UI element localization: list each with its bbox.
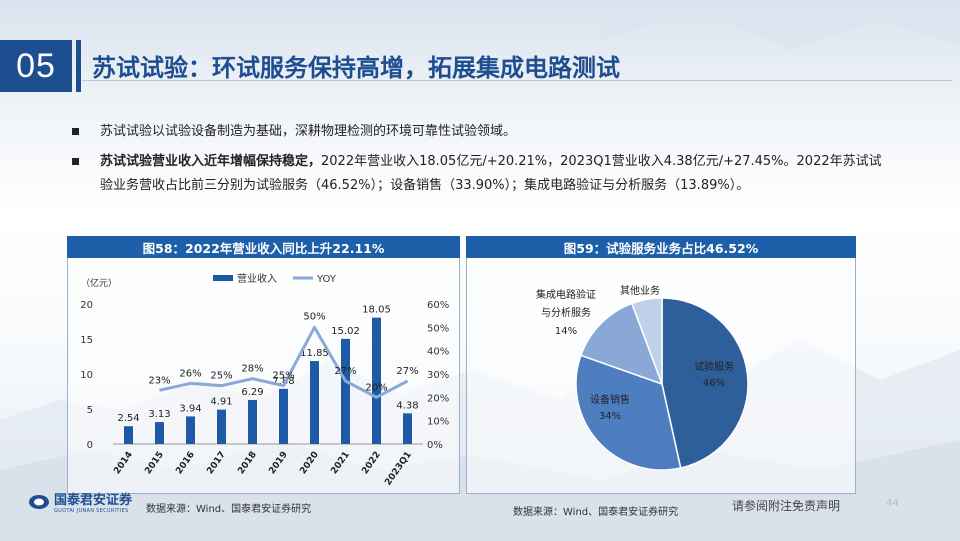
bar-data-label: 15.02 xyxy=(331,326,360,337)
revenue-bar xyxy=(217,409,226,444)
yoy-data-label: 25% xyxy=(272,371,294,382)
bar-data-label: 7.88 xyxy=(272,376,294,387)
y2-tick-label: 20% xyxy=(427,393,449,404)
bullet-text: 苏试试验以试验设备制造为基础，深耕物理检测的环境可靠性试验领域。 xyxy=(100,120,892,144)
pie-slice-pct: 34% xyxy=(599,411,621,422)
y2-tick-label: 60% xyxy=(427,300,449,311)
bar-data-label: 4.91 xyxy=(210,397,232,408)
pie-slice-label: 设备销售 xyxy=(590,393,630,406)
yoy-data-label: 25% xyxy=(210,371,232,382)
yoy-data-label: 27% xyxy=(396,366,418,377)
pie-slice-pct: 46% xyxy=(703,378,725,389)
revenue-bar xyxy=(186,416,195,444)
revenue-bar xyxy=(341,338,350,444)
pie-slice xyxy=(575,354,682,471)
y-tick-label: 10 xyxy=(80,370,93,381)
section-header: 05 苏试试验：环试服务保持高增，拓展集成电路测试 xyxy=(0,38,960,98)
y2-tick-label: 10% xyxy=(427,417,449,428)
yoy-data-label: 26% xyxy=(179,368,201,379)
pie-slice xyxy=(579,302,664,386)
y2-tick-label: 50% xyxy=(427,323,449,334)
x-tick-label: 2021 xyxy=(329,450,352,476)
legend-label: YOY xyxy=(316,274,337,285)
left-figure-source: 数据来源：Wind、国泰君安证券研究 xyxy=(146,504,312,515)
logo-text-cn: 国泰君安证券 xyxy=(54,493,133,508)
right-figure-source: 数据来源：Wind、国泰君安证券研究 xyxy=(513,507,679,518)
bullet-square-icon xyxy=(72,128,79,135)
revenue-bar xyxy=(124,426,133,444)
yoy-data-label: 20% xyxy=(365,382,387,393)
legend-bar-swatch xyxy=(213,275,233,281)
revenue-bar xyxy=(310,361,319,444)
pie-slice xyxy=(661,297,749,469)
y-tick-label: 0 xyxy=(87,440,93,451)
x-tick-label: 2016 xyxy=(174,450,197,476)
pie-slice-label: 试验服务 xyxy=(694,360,734,373)
right-figure-title: 图59：试验服务业务占比46.52% xyxy=(466,236,856,258)
legend-label: 营业收入 xyxy=(237,272,277,285)
logo-mark-icon xyxy=(29,494,49,509)
x-tick-label: 2018 xyxy=(236,450,259,476)
bullet-item: 苏试试验以试验设备制造为基础，深耕物理检测的环境可靠性试验领域。 xyxy=(72,120,892,144)
page-number: 44 xyxy=(886,498,899,509)
yoy-data-label: 28% xyxy=(241,364,263,375)
pie-slice xyxy=(630,297,663,385)
bullet-text-body: 2022年营业收入18.05亿元/+20.21%，2023Q1营业收入4.38亿… xyxy=(100,154,882,193)
bar-data-label: 18.05 xyxy=(362,305,391,316)
bullet-text-body: 苏试试验以试验设备制造为基础，深耕物理检测的环境可靠性试验领域。 xyxy=(100,124,517,139)
x-tick-label: 2019 xyxy=(267,450,290,476)
bullet-bold-lead: 苏试试验营业收入近年增幅保持稳定， xyxy=(100,154,322,169)
x-tick-label: 2014 xyxy=(112,450,135,476)
logo-text-en: GUOTAI JUNAN SECURITIES xyxy=(54,508,129,514)
yoy-data-label: 50% xyxy=(303,311,325,322)
y2-tick-label: 40% xyxy=(427,347,449,358)
page-title: 苏试试验：环试服务保持高增，拓展集成电路测试 xyxy=(92,54,620,82)
bar-data-label: 4.38 xyxy=(396,400,418,411)
y2-tick-label: 0% xyxy=(427,440,443,451)
bar-data-label: 2.54 xyxy=(117,413,139,424)
revenue-bar xyxy=(403,413,412,444)
x-tick-label: 2020 xyxy=(298,450,321,476)
bullet-square-icon xyxy=(72,158,79,165)
y-tick-label: 5 xyxy=(87,405,93,416)
pie-slice-pct: 14% xyxy=(555,326,577,337)
section-divider xyxy=(76,40,81,92)
x-tick-label: 2022 xyxy=(360,450,383,476)
revenue-bar xyxy=(372,317,381,444)
pie-slice-label: 集成电路验证 xyxy=(536,288,596,301)
yoy-line xyxy=(159,325,409,399)
yoy-data-label: 23% xyxy=(148,375,170,386)
pie-slice-label: 与分析服务 xyxy=(541,306,591,319)
section-number: 05 xyxy=(0,40,72,92)
bullet-text: 苏试试验营业收入近年增幅保持稳定，2022年营业收入18.05亿元/+20.21… xyxy=(100,150,892,198)
disclaimer-link[interactable]: 请参阅附注免责声明 xyxy=(732,499,841,513)
left-figure-title: 图58：2022年营业收入同比上升22.11% xyxy=(67,236,460,258)
left-figure-panel xyxy=(67,236,460,494)
bar-data-label: 11.85 xyxy=(300,348,329,359)
bar-data-label: 3.13 xyxy=(148,409,170,420)
y-tick-label: 20 xyxy=(80,300,93,311)
y-tick-label: 15 xyxy=(80,335,93,346)
x-tick-label: 2015 xyxy=(143,450,166,476)
y2-tick-label: 30% xyxy=(427,370,449,381)
x-tick-label: 2017 xyxy=(205,450,228,476)
y-unit-label: （亿元） xyxy=(81,277,117,289)
bar-data-label: 6.29 xyxy=(241,387,263,398)
yoy-data-label: 27% xyxy=(334,366,356,377)
business-pie-chart: 试验服务 46% 设备销售 34% 集成电路验证与分析服务 14% 其他业务 xyxy=(536,284,749,471)
revenue-bar xyxy=(279,388,288,444)
revenue-bar xyxy=(155,422,164,444)
company-logo: 国泰君安证券 GUOTAI JUNAN SECURITIES xyxy=(28,489,132,514)
header-underline xyxy=(82,80,952,81)
bullet-item: 苏试试验营业收入近年增幅保持稳定，2022年营业收入18.05亿元/+20.21… xyxy=(72,150,892,198)
x-tick-label: 2023Q1 xyxy=(383,450,414,488)
pie-slice-label: 其他业务 xyxy=(620,284,660,297)
bar-data-label: 3.94 xyxy=(179,403,201,414)
revenue-bar-chart: （亿元） 营业收入 YOY 0 5 10 15 20 0% 10% 20% 30% 40% 50% 60% 2… xyxy=(80,272,449,488)
revenue-bar xyxy=(248,399,257,444)
